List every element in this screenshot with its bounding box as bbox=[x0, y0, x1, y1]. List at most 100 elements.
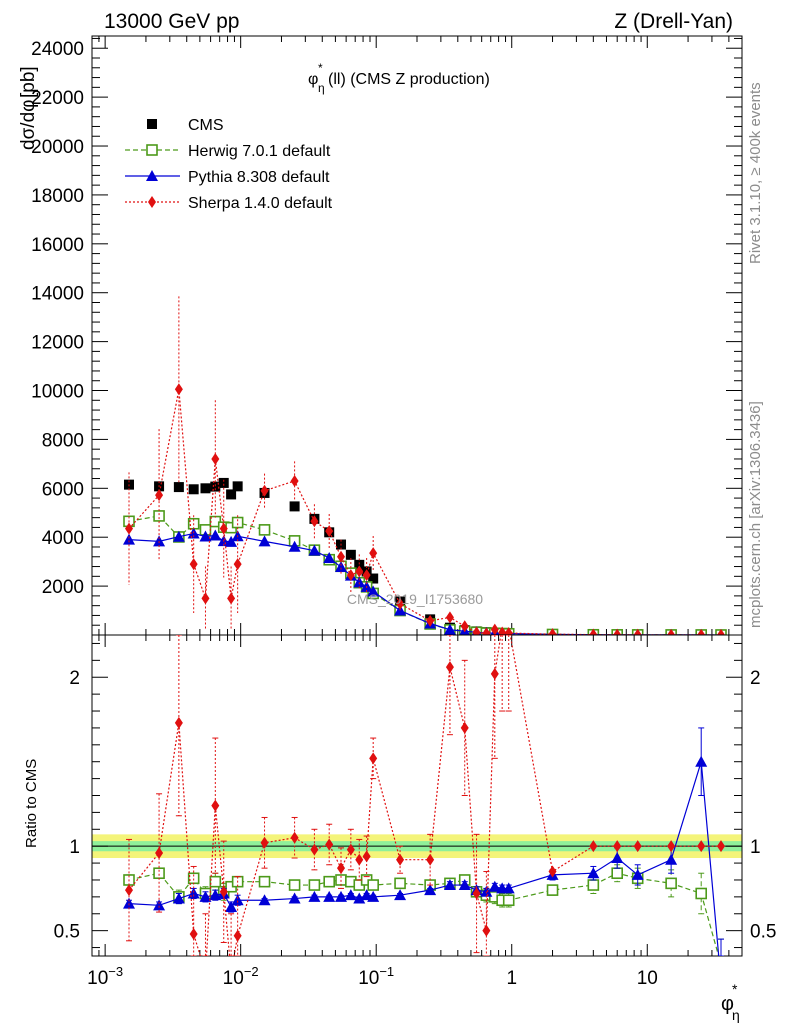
x-label-star: * bbox=[732, 981, 738, 997]
sherpa-ratio-point bbox=[396, 853, 405, 866]
process-label: Z (Drell-Yan) bbox=[614, 10, 733, 33]
pythia-main-point bbox=[225, 535, 238, 547]
herwig-ratio-point bbox=[308, 879, 321, 891]
main-y-tick-label: 10000 bbox=[31, 382, 84, 403]
sherpa-main-point bbox=[362, 569, 371, 582]
analysis-watermark: CMS_2019_I1753680 bbox=[347, 591, 483, 607]
main-series-layer bbox=[123, 296, 727, 635]
pythia-ratio-point bbox=[443, 879, 456, 891]
ratio-y-tick-label-right: 0.5 bbox=[750, 922, 776, 943]
x-axis-label: φ η * bbox=[721, 981, 740, 1023]
main-y-tick-label: 14000 bbox=[31, 284, 84, 305]
sherpa-main-point bbox=[667, 628, 676, 635]
x-tick-label: 10−3 bbox=[87, 964, 123, 989]
sherpa-main-point bbox=[369, 547, 378, 560]
ratio-y-axis-label: Ratio to CMS bbox=[23, 759, 40, 848]
sherpa-main-point bbox=[445, 611, 454, 624]
cms-main-point bbox=[232, 481, 243, 492]
sherpa-main-point bbox=[396, 597, 405, 610]
pythia-ratio-point bbox=[123, 897, 136, 909]
main-y-tick-label: 22000 bbox=[31, 88, 84, 109]
pythia-main-point bbox=[172, 530, 185, 542]
herwig-ratio-point bbox=[611, 867, 623, 880]
legend-marker-pythia bbox=[146, 170, 158, 181]
legend: CMS Herwig 7.0.1 default Pythia 8.308 defa… bbox=[125, 117, 333, 212]
pythia-main-point bbox=[353, 576, 366, 588]
ratio-y-tick-label-right: 2 bbox=[750, 668, 761, 689]
pythia-ratio-point bbox=[308, 890, 321, 902]
main-y-tick-label: 16000 bbox=[31, 235, 84, 256]
sherpa-main-point bbox=[233, 558, 242, 571]
pythia-ratio-point bbox=[323, 890, 336, 902]
sherpa-main-point bbox=[189, 558, 198, 571]
sherpa-main-point bbox=[174, 383, 183, 396]
sherpa-ratio-point bbox=[362, 850, 371, 863]
sherpa-ratio-point bbox=[310, 843, 319, 856]
sherpa-ratio-point bbox=[189, 928, 198, 941]
sherpa-ratio-point bbox=[337, 862, 346, 875]
legend-label-pythia: Pythia 8.308 default bbox=[188, 169, 330, 186]
pythia-main-point bbox=[443, 623, 456, 635]
sherpa-main-point bbox=[504, 627, 513, 635]
pythia-ratio-point bbox=[335, 890, 348, 902]
sherpa-ratio-point bbox=[490, 667, 499, 680]
pythia-main-point bbox=[367, 585, 380, 597]
pythia-main-point bbox=[323, 551, 336, 563]
legend-label-sherpa: Sherpa 1.4.0 default bbox=[188, 195, 333, 212]
pythia-ratio-point bbox=[424, 884, 437, 896]
herwig-main-line bbox=[128, 515, 722, 635]
sherpa-ratio-point bbox=[346, 843, 355, 856]
pythia-ratio-point bbox=[225, 901, 238, 913]
cms-main-point bbox=[200, 483, 211, 494]
ratio-y-tick-label: 1 bbox=[69, 837, 80, 858]
sherpa-main-point bbox=[490, 623, 499, 635]
legend-marker-cms bbox=[147, 119, 157, 129]
pythia-ratio-point bbox=[187, 887, 200, 899]
x-label-eta: η bbox=[732, 1007, 740, 1023]
sherpa-main-point bbox=[548, 628, 557, 635]
pythia-ratio-point bbox=[199, 890, 212, 902]
herwig-ratio-point bbox=[502, 894, 515, 907]
ratio-frame bbox=[91, 634, 743, 957]
main-y-tick-label: 6000 bbox=[42, 479, 84, 500]
pythia-main-point bbox=[308, 544, 321, 556]
sherpa-main-point bbox=[697, 628, 706, 635]
sherpa-ratio-point bbox=[355, 853, 364, 866]
pythia-ratio-point bbox=[258, 894, 271, 906]
sherpa-ratio-point bbox=[613, 840, 622, 853]
herwig-ratio-point bbox=[394, 877, 406, 890]
sherpa-ratio-point bbox=[472, 887, 481, 900]
pythia-ratio-point bbox=[587, 867, 600, 879]
main-y-tick-label: 20000 bbox=[31, 137, 84, 158]
sherpa-ratio-point bbox=[426, 853, 435, 866]
x-tick-label: 10−2 bbox=[223, 964, 259, 989]
sherpa-main-point bbox=[155, 489, 164, 502]
ratio-y-tick-label-right: 1 bbox=[750, 837, 761, 858]
pythia-ratio-point bbox=[288, 892, 301, 904]
sherpa-main-point bbox=[260, 484, 269, 497]
sherpa-ratio-point bbox=[233, 929, 242, 942]
x-tick-label: 1 bbox=[506, 968, 517, 989]
sherpa-main-point bbox=[633, 628, 642, 635]
herwig-main-point bbox=[231, 516, 244, 529]
sherpa-main-point bbox=[498, 626, 507, 635]
pythia-ratio-point bbox=[231, 894, 244, 906]
sherpa-ratio-point bbox=[697, 840, 706, 853]
pythia-ratio-point bbox=[153, 899, 166, 911]
sherpa-main-point bbox=[325, 525, 334, 538]
energy-label: 13000 GeV pp bbox=[104, 10, 239, 33]
cms-main-point bbox=[210, 481, 221, 492]
ratio-y-tick-label: 2 bbox=[69, 668, 80, 689]
sherpa-ratio-point bbox=[125, 884, 134, 897]
pythia-ratio-point bbox=[665, 853, 678, 865]
herwig-ratio-point bbox=[367, 879, 379, 891]
plot-title-star: * bbox=[318, 61, 323, 75]
ratio-y-tick-label: 0.5 bbox=[54, 922, 80, 943]
legend-marker-sherpa bbox=[148, 196, 156, 208]
main-ylabel-unit: [pb] bbox=[18, 66, 39, 98]
legend-label-herwig: Herwig 7.0.1 default bbox=[188, 143, 331, 160]
sherpa-main-point bbox=[337, 550, 346, 563]
herwig-ratio-point bbox=[288, 879, 301, 891]
pythia-main-point bbox=[288, 540, 301, 552]
